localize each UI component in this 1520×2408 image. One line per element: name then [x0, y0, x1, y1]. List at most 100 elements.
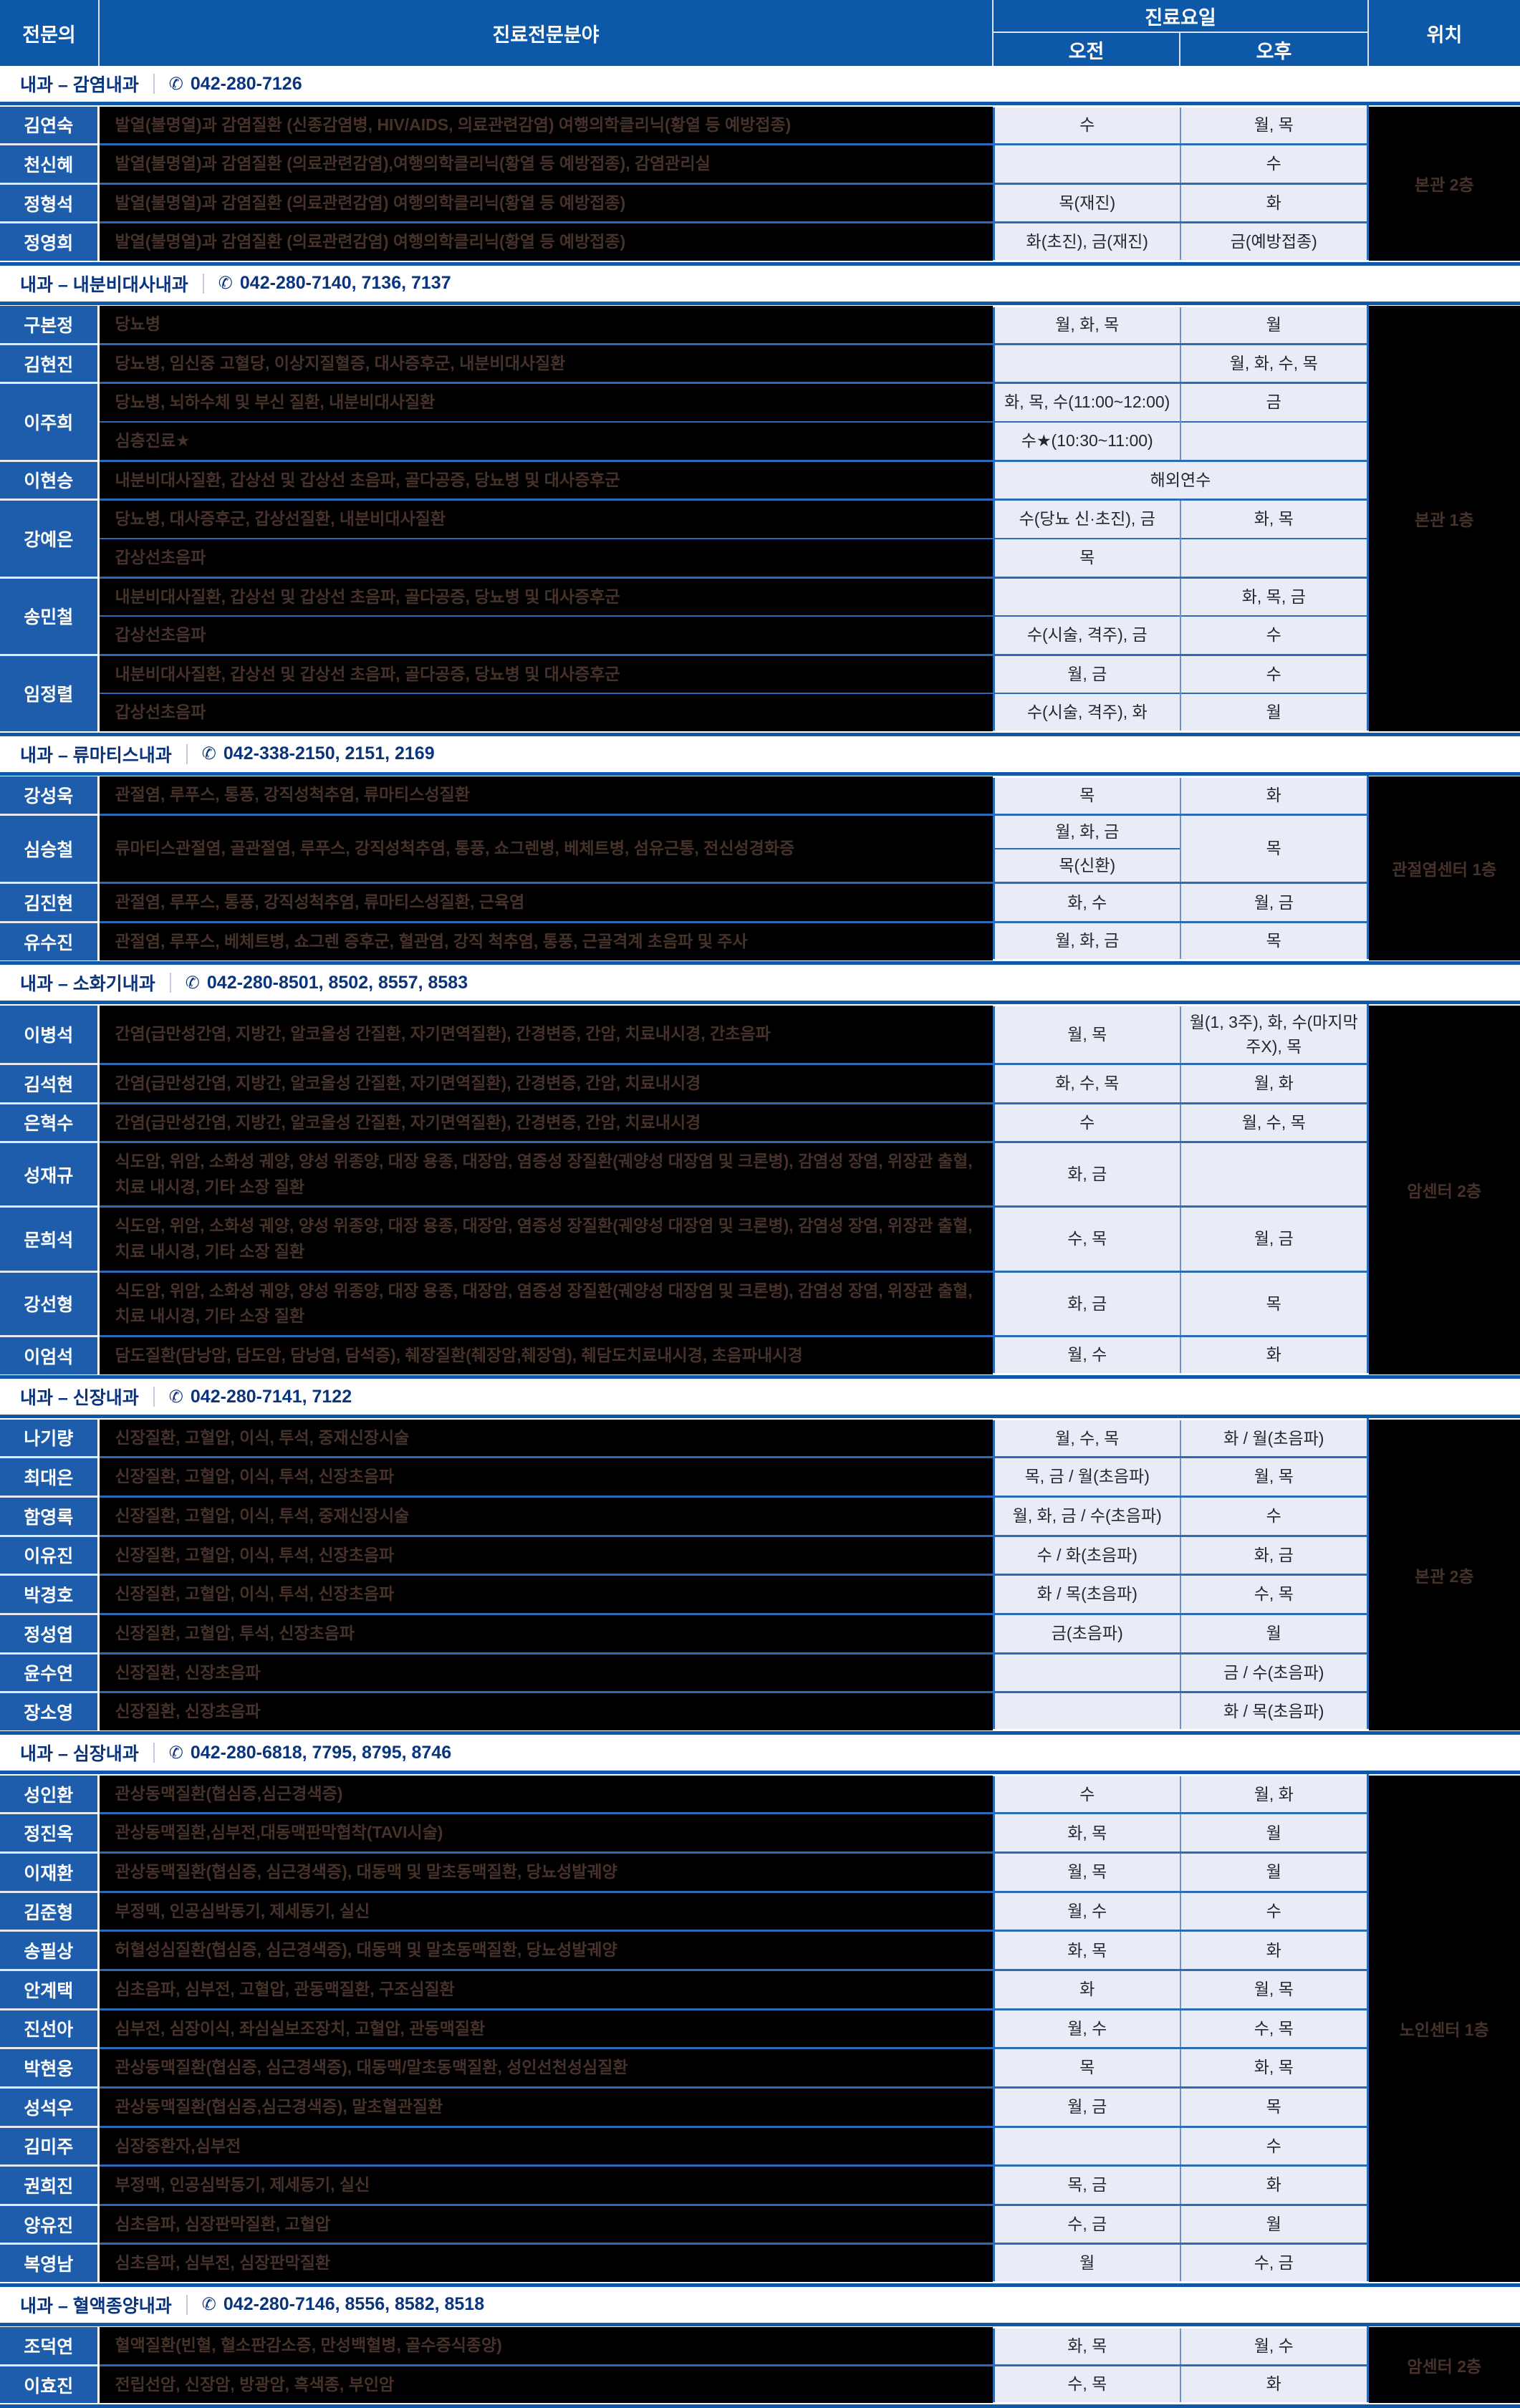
- section-block: 성인환 관상동맥질환(협심증,심근경색증) 수 월, 화 노인센터 1층 정진옥 관상동맥질…: [0, 1771, 1520, 2287]
- table-row: 강성욱 관절염, 루푸스, 통풍, 강직성척추염, 류마티스성질환 목 화 관절염센터 …: [0, 775, 1520, 960]
- header-pm-column: 오후: [1256, 40, 1292, 62]
- sections-container: 내과 – 감염내과 ✆ 042-280-7126 김연숙 발열(불명열)과 감염질환 (…: [0, 66, 1520, 2408]
- schedule-pm-cell: 수: [1180, 2125, 1369, 2166]
- schedule-am-cell: 금(초음파): [992, 1612, 1181, 1654]
- specialty-cell: 간염(급만성간염, 지방간, 알코올성 간질환, 자기면역질환), 간경변증, …: [98, 1062, 994, 1104]
- schedule-am-cell: 화, 수, 목: [992, 1062, 1181, 1104]
- section-title-bar: 내과 – 내분비대사내과 ✆ 042-280-7140, 7136, 7137: [0, 265, 1520, 302]
- doctor-name: 나기량: [0, 1419, 100, 1458]
- specialty-cell: 관상동맥질환(협심증, 심근경색증), 대동맥/말초동맥질환, 성인선천성심질환: [98, 2047, 994, 2088]
- section-title-bar: 내과 – 감염내과 ✆ 042-280-7126: [0, 66, 1520, 102]
- section-phone[interactable]: ✆ 042-280-8501, 8502, 8557, 8583: [186, 973, 468, 993]
- doctor-name: 강예은: [0, 499, 100, 578]
- specialty-cell: 부정맥, 인공심박동기, 제세동기, 실신: [98, 2164, 994, 2205]
- title-divider: [153, 74, 155, 94]
- schedule-pm-cell: 월: [1180, 1612, 1369, 1654]
- section-block: 구본정 당뇨병 월, 화, 목 월 본관 1층 김현진 당뇨병, 임신중 고혈당, 이상지질…: [0, 301, 1520, 736]
- section-phone[interactable]: ✆ 042-280-6818, 7795, 8795, 8746: [169, 1743, 451, 1763]
- table-row: 강선형 식도암, 위암, 소화성 궤양, 양성 위종양, 대장 용종, 대장암, …: [0, 1270, 1520, 1337]
- department-section: 내과 – 혈액종양내과 ✆ 042-280-7146, 8556, 8582, 85…: [0, 2286, 1520, 2408]
- specialty-cell: 관절염, 루푸스, 통풍, 강직성척추염, 류마티스성질환, 근육염: [98, 882, 994, 923]
- specialty-cell: 심층진료★: [98, 420, 994, 461]
- specialty-cell: 간염(급만성간염, 지방간, 알코올성 간질환, 자기면역질환), 간경변증, …: [98, 1005, 994, 1064]
- schedule-pm-cell: 화: [1180, 182, 1369, 223]
- schedule-pm-cell: 화, 목: [1180, 499, 1369, 539]
- specialty-cell: 심초음파, 심장판막질환, 고혈압: [98, 2203, 994, 2244]
- specialty-cell: 신장질환, 고혈압, 이식, 투석, 중재신장시술: [98, 1495, 994, 1536]
- specialty-cell: 신장질환, 고혈압, 이식, 투석, 신장초음파: [98, 1534, 994, 1575]
- schedule-am-cell: 화 / 목(초음파): [992, 1574, 1181, 1614]
- schedule-am-cell: 목(신환): [992, 848, 1181, 883]
- section-phone[interactable]: ✆ 042-280-7140, 7136, 7137: [218, 273, 451, 294]
- header-am-column: 오전: [994, 33, 1180, 66]
- schedule-am-cell: [992, 2125, 1181, 2166]
- doctor-name: 심승철: [0, 813, 100, 883]
- section-phone[interactable]: ✆ 042-280-7126: [169, 74, 302, 95]
- table-row: 정형석 발열(불명열)과 감염질환 (의료관련감염) 여행의학클리닉(황열 등 예…: [0, 182, 1520, 223]
- doctor-name: 김현진: [0, 342, 100, 383]
- department-section: 내과 – 감염내과 ✆ 042-280-7126 김연숙 발열(불명열)과 감염질환 (…: [0, 66, 1520, 266]
- table-row: 정성엽 신장질환, 고혈압, 투석, 신장초음파 금(초음파) 월: [0, 1612, 1520, 1654]
- schedule-pm-cell: 수: [1180, 1495, 1369, 1536]
- specialty-cell: 류마티스관절염, 골관절염, 루푸스, 강직성척추염, 통풍, 쇼그렌병, 베체…: [98, 813, 994, 883]
- department-section: 내과 – 류마티스내과 ✆ 042-338-2150, 2151, 2169 강성욱 관…: [0, 736, 1520, 965]
- specialty-cell: 발열(불명열)과 감염질환 (신종감염병, HIV/AIDS, 의료관련감염) …: [98, 106, 994, 145]
- schedule-am-cell: 월, 금: [992, 653, 1181, 694]
- doctor-name: 윤수연: [0, 1652, 100, 1692]
- specialty-cell: 관절염, 루푸스, 통풍, 강직성척추염, 류마티스성질환: [98, 776, 994, 815]
- schedule-pm-cell: 목: [1180, 1270, 1369, 1337]
- phone-number: 042-280-7140, 7136, 7137: [239, 273, 451, 294]
- location-cell: 암센터 2층: [1367, 1005, 1520, 1374]
- phone-number: 042-280-6818, 7795, 8795, 8746: [190, 1742, 452, 1763]
- department-section: 내과 – 심장내과 ✆ 042-280-6818, 7795, 8795, 8746…: [0, 1735, 1520, 2287]
- schedule-am-cell: 수: [992, 1774, 1181, 1814]
- table-row: 진선아 심부전, 심장이식, 좌심실보조장치, 고혈압, 관동맥질환 월, 수 수, …: [0, 2008, 1520, 2048]
- schedule-pm-cell: 화, 목, 금: [1180, 576, 1369, 617]
- specialty-cell: 내분비대사질환, 갑상선 및 갑상선 초음파, 골다공증, 당뇨병 및 대사증후…: [98, 653, 994, 694]
- schedule-am-cell: 화, 목: [992, 1930, 1181, 1970]
- section-phone[interactable]: ✆ 042-280-7146, 8556, 8582, 8518: [202, 2294, 484, 2315]
- section-title: 내과 – 혈액종양내과: [20, 2296, 172, 2316]
- schedule-am-cell: 월, 수, 목: [992, 1418, 1181, 1458]
- doctor-name: 이현승: [0, 459, 100, 500]
- title-divider: [186, 2294, 188, 2315]
- header-doctor-column: 전문의: [22, 24, 76, 46]
- doctor-name: 장소영: [0, 1691, 100, 1730]
- section-title-bar: 내과 – 심장내과 ✆ 042-280-6818, 7795, 8795, 8746: [0, 1735, 1520, 1771]
- table-row: 김연숙 발열(불명열)과 감염질환 (신종감염병, HIV/AIDS, 의료관련감…: [0, 105, 1520, 261]
- specialty-cell: 식도암, 위암, 소화성 궤양, 양성 위종양, 대장 용종, 대장암, 염증성…: [98, 1141, 994, 1207]
- schedule-pm-cell: 금 / 수(초음파): [1180, 1652, 1369, 1692]
- specialty-cell: 당뇨병, 임신중 고혈당, 이상지질혈증, 대사증후군, 내분비대사질환: [98, 342, 994, 383]
- schedule-am-cell: 월, 화, 금: [992, 813, 1181, 849]
- phone-icon: ✆: [168, 1387, 183, 1407]
- section-phone[interactable]: ✆ 042-338-2150, 2151, 2169: [202, 743, 435, 764]
- department-section: 내과 – 신장내과 ✆ 042-280-7141, 7122 나기량 신장질환, 고혈압…: [0, 1379, 1520, 1735]
- location-cell: 본관 2층: [1367, 106, 1520, 261]
- section-phone[interactable]: ✆ 042-280-7141, 7122: [169, 1387, 352, 1407]
- location-cell: 노인센터 1층: [1367, 1775, 1520, 2283]
- doctor-name: 성재규: [0, 1141, 100, 1207]
- schedule-am-cell: 목: [992, 775, 1181, 815]
- phone-icon: ✆: [201, 744, 216, 764]
- doctor-name: 정형석: [0, 182, 100, 223]
- schedule-pm-cell: 월, 화: [1180, 1774, 1369, 1814]
- doctor-name: 정성엽: [0, 1612, 100, 1654]
- schedule-pm-cell: 월, 수: [1180, 2326, 1369, 2366]
- schedule-table: 강성욱 관절염, 루푸스, 통풍, 강직성척추염, 류마티스성질환 목 화 관절염센터 …: [0, 775, 1520, 962]
- section-block: 이병석 간염(급만성간염, 지방간, 알코올성 간질환, 자기면역질환), 간경변…: [0, 1001, 1520, 1379]
- doctor-name: 함영록: [0, 1495, 100, 1536]
- section-title: 내과 – 소화기내과: [20, 974, 155, 995]
- schedule-am-cell: 수★(10:30~11:00): [992, 420, 1181, 461]
- schedule-am-cell: 월, 목: [992, 1004, 1181, 1064]
- doctor-name: 은혁수: [0, 1102, 100, 1142]
- doctor-name: 천신혜: [0, 143, 100, 184]
- specialty-cell: 갑상선초음파: [98, 537, 994, 578]
- table-row: 유수진 관절염, 루푸스, 베체트병, 쇼그렌 증후군, 혈관염, 강직 척추염,…: [0, 921, 1520, 962]
- location-cell: 본관 1층: [1367, 306, 1520, 732]
- schedule-am-cell: 수(시술, 격주), 금: [992, 615, 1181, 655]
- doctor-name: 안계택: [0, 1969, 100, 2010]
- section-block: 김연숙 발열(불명열)과 감염질환 (신종감염병, HIV/AIDS, 의료관련감…: [0, 102, 1520, 266]
